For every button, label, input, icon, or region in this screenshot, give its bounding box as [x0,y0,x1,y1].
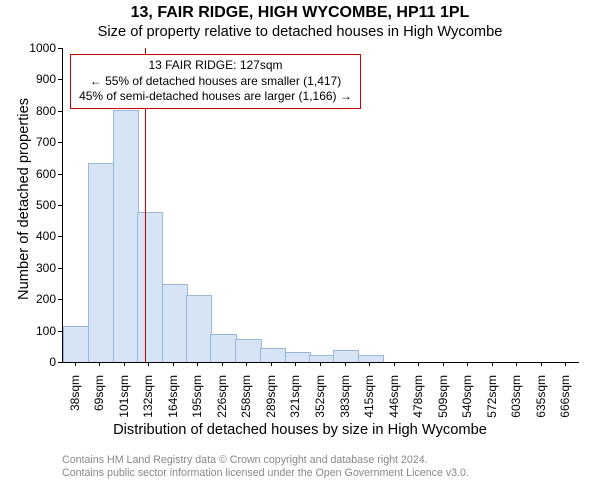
annotation-line: ← 55% of detached houses are smaller (1,… [79,74,352,90]
histogram-bar [186,295,212,362]
chart-title: 13, FAIR RIDGE, HIGH WYCOMBE, HP11 1PL [0,4,600,22]
x-tick-mark [345,362,346,366]
annotation-line: 13 FAIR RIDGE: 127sqm [79,58,352,74]
y-tick-label: 400 [22,229,56,243]
footer-line-2: Contains public sector information licen… [62,467,469,480]
x-tick-mark [197,362,198,366]
x-tick-label: 258sqm [239,375,253,425]
x-tick-label: 666sqm [558,375,572,425]
y-tick-mark [58,331,62,332]
histogram-bar [113,110,139,362]
x-tick-mark [124,362,125,366]
x-tick-mark [565,362,566,366]
histogram-bar [333,350,359,362]
x-tick-label: 509sqm [436,375,450,425]
histogram-bar [210,334,236,362]
annotation-line: 45% of semi-detached houses are larger (… [79,89,352,105]
y-tick-label: 0 [22,355,56,369]
chart-subtitle: Size of property relative to detached ho… [0,24,600,40]
y-tick-mark [58,205,62,206]
y-tick-label: 800 [22,104,56,118]
y-tick-mark [58,299,62,300]
y-tick-label: 100 [22,324,56,338]
plot-area: 13 FAIR RIDGE: 127sqm← 55% of detached h… [62,48,579,363]
histogram-bar [309,355,335,362]
x-tick-label: 132sqm [141,375,155,425]
x-tick-label: 635sqm [534,375,548,425]
histogram-bar [285,352,311,362]
x-tick-label: 195sqm [190,375,204,425]
annotation-box: 13 FAIR RIDGE: 127sqm← 55% of detached h… [70,54,361,109]
y-tick-mark [58,79,62,80]
x-tick-mark [75,362,76,366]
y-tick-label: 700 [22,135,56,149]
x-tick-mark [271,362,272,366]
x-tick-mark [246,362,247,366]
x-tick-label: 540sqm [460,375,474,425]
x-tick-label: 478sqm [411,375,425,425]
x-tick-label: 226sqm [215,375,229,425]
y-tick-label: 200 [22,292,56,306]
x-tick-label: 164sqm [166,375,180,425]
x-tick-mark [516,362,517,366]
y-tick-mark [58,111,62,112]
histogram-bar [260,348,286,362]
x-tick-mark [222,362,223,366]
x-tick-label: 383sqm [338,375,352,425]
x-tick-mark [394,362,395,366]
x-tick-label: 446sqm [387,375,401,425]
x-tick-label: 289sqm [264,375,278,425]
x-tick-mark [148,362,149,366]
x-tick-mark [541,362,542,366]
histogram-bar [88,163,114,362]
y-tick-mark [58,236,62,237]
x-tick-label: 572sqm [485,375,499,425]
y-tick-mark [58,268,62,269]
y-tick-label: 900 [22,72,56,86]
histogram-bar [63,326,89,362]
x-tick-label: 603sqm [509,375,523,425]
y-tick-mark [58,48,62,49]
y-tick-label: 500 [22,198,56,212]
x-tick-mark [99,362,100,366]
x-tick-label: 321sqm [288,375,302,425]
x-tick-mark [492,362,493,366]
x-tick-label: 101sqm [117,375,131,425]
x-tick-label: 69sqm [92,375,106,425]
x-tick-mark [418,362,419,366]
footer-attribution: Contains HM Land Registry data © Crown c… [62,454,469,480]
x-tick-label: 38sqm [68,375,82,425]
x-tick-label: 415sqm [362,375,376,425]
x-tick-mark [443,362,444,366]
x-tick-mark [369,362,370,366]
page: 13, FAIR RIDGE, HIGH WYCOMBE, HP11 1PL S… [0,0,600,500]
y-tick-mark [58,142,62,143]
y-tick-mark [58,362,62,363]
x-tick-mark [320,362,321,366]
footer-line-1: Contains HM Land Registry data © Crown c… [62,454,469,467]
y-tick-mark [58,174,62,175]
y-tick-label: 300 [22,261,56,275]
y-tick-label: 600 [22,167,56,181]
histogram-bar [137,212,163,362]
histogram-bar [235,339,261,362]
x-tick-label: 352sqm [313,375,327,425]
x-tick-mark [467,362,468,366]
x-tick-mark [173,362,174,366]
histogram-bar [358,355,384,362]
y-tick-label: 1000 [22,41,56,55]
histogram-bar [162,284,188,362]
x-tick-mark [295,362,296,366]
